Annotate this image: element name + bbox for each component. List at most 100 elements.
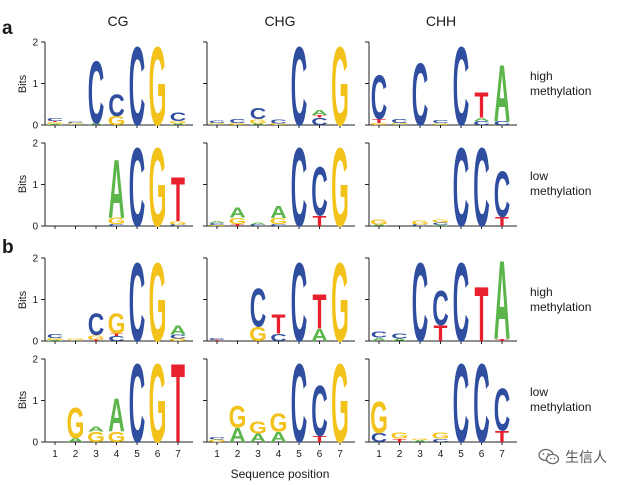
y-tick-label: 2 <box>32 139 38 150</box>
logo-letter-t: T <box>495 339 509 342</box>
logo-letter-c: C <box>88 307 105 343</box>
panel-letter-b: b <box>2 237 14 258</box>
logo-letter-c: C <box>311 153 328 231</box>
logo-letter-t: T <box>210 340 224 342</box>
logo-letter-a: A <box>209 221 226 224</box>
logo-letter-c: C <box>291 342 308 467</box>
logo-letter-g: G <box>108 307 126 340</box>
logo-letter-a: A <box>67 124 84 125</box>
x-tick-label: 4 <box>438 449 444 460</box>
logo-letter-a: A <box>412 440 429 443</box>
logo-letter-c: C <box>473 120 489 127</box>
x-tick-label: 4 <box>114 449 120 460</box>
logo-letter-g: G <box>370 123 388 126</box>
logo-letter-c: C <box>129 342 146 467</box>
logo-letter-c: C <box>170 111 187 124</box>
logo-letter-a: A <box>88 123 105 126</box>
logo-letter-g: G <box>331 342 349 467</box>
y-tick-label: 2 <box>32 355 38 366</box>
row-label-1-line1: high <box>530 69 553 83</box>
logo-letter-c: C <box>311 372 328 452</box>
x-tick-label: 6 <box>317 449 323 460</box>
logo-letter-t: T <box>110 333 124 337</box>
y-axis-label-row-2: Bits <box>17 174 29 193</box>
logo-letter-c: C <box>473 342 490 467</box>
logo-letter-a: A <box>170 123 187 126</box>
logo-letter-c: C <box>311 116 328 128</box>
logo-letter-t: T <box>313 434 328 444</box>
y-tick-label: 1 <box>32 79 38 90</box>
logo-letter-a: A <box>371 337 388 342</box>
logo-letter-g: G <box>169 220 187 225</box>
logo-letter-a: A <box>170 323 187 337</box>
row-label-2: low methylation <box>530 169 591 198</box>
logo-letter-c: C <box>170 224 187 227</box>
logo-letter-t: T <box>89 339 103 342</box>
logo-letter-g: G <box>432 124 450 126</box>
y-tick-label: 1 <box>32 295 38 306</box>
logo-letter-g: G <box>169 338 187 342</box>
logo-letter-c: C <box>391 332 407 340</box>
row-label-3-line1: high <box>530 285 553 299</box>
logo-letter-g: G <box>249 322 267 345</box>
logo-letter-g: G <box>108 113 126 127</box>
logo-letter-c: C <box>371 430 388 444</box>
logo-letter-c: C <box>453 25 470 150</box>
logo-letter-a: A <box>270 204 287 223</box>
x-tick-label: 6 <box>479 449 485 460</box>
x-tick-label: 7 <box>175 449 181 460</box>
row-label-3: high methylation <box>530 285 591 314</box>
logo-letter-c: C <box>108 224 125 227</box>
logo-letter-c: C <box>229 118 245 125</box>
logo-letter-t: T <box>434 321 448 345</box>
logo-letter-t: T <box>313 214 327 230</box>
logo-letter-a: A <box>432 123 449 124</box>
logo-letter-g: G <box>432 431 450 440</box>
x-tick-label: 3 <box>417 449 423 460</box>
logo-letter-g: G <box>229 399 247 435</box>
x-tick-label: 5 <box>458 449 464 460</box>
column-title-chh: CHH <box>426 13 456 29</box>
y-tick-label: 1 <box>32 180 38 191</box>
logo-letter-g: G <box>249 118 267 125</box>
logo-letter-g: G <box>370 218 388 226</box>
logo-letter-c: C <box>250 105 266 123</box>
logo-letter-g: G <box>149 342 167 467</box>
logo-letter-a: A <box>229 423 246 446</box>
row-label-3-line2: methylation <box>530 300 591 314</box>
x-tick-label: 3 <box>255 449 261 460</box>
x-tick-label: 1 <box>52 449 58 460</box>
logo-letter-t: T <box>272 310 286 341</box>
logo-letter-a: A <box>311 109 327 117</box>
logo-letter-t: T <box>313 115 327 119</box>
logo-letter-c: C <box>453 241 470 366</box>
logo-letter-c: C <box>453 342 470 467</box>
logo-letter-c: C <box>432 438 449 443</box>
logo-letter-t: T <box>393 438 407 443</box>
x-tick-label: 2 <box>235 449 241 460</box>
logo-letter-t: T <box>475 272 489 359</box>
logo-letter-g: G <box>411 219 429 226</box>
y-axis-label-row-4: Bits <box>17 390 29 409</box>
logo-letter-g: G <box>270 409 288 438</box>
logo-letter-a: A <box>391 124 408 125</box>
logo-letter-g: G <box>391 123 409 125</box>
logo-letter-c: C <box>88 42 105 142</box>
logo-letter-c: C <box>453 126 470 251</box>
logo-letter-g: G <box>370 393 388 443</box>
x-tick-label: 5 <box>296 449 302 460</box>
logo-letter-c: C <box>47 117 64 122</box>
logo-letter-g: G <box>46 122 64 125</box>
logo-letter-g: G <box>208 225 226 227</box>
logo-letter-a: A <box>494 47 511 138</box>
logo-panel-r2-chh: AG CG ACG C C TC <box>365 126 517 251</box>
logo-letter-g: G <box>208 439 226 443</box>
logo-letter-a: A <box>311 326 328 345</box>
x-tick-label: 1 <box>214 449 220 460</box>
